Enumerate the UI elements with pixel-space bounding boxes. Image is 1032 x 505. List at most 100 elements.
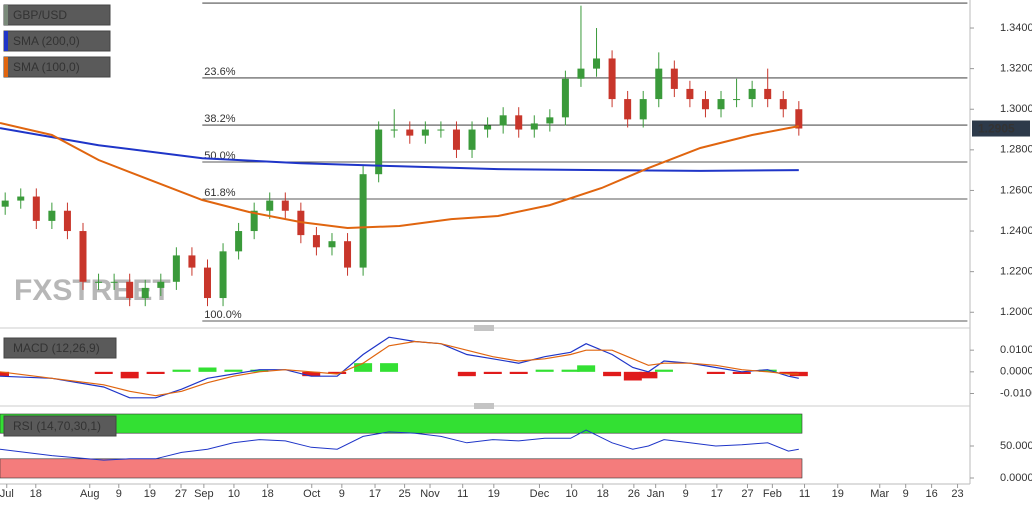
candle-body — [421, 129, 429, 136]
rsi-line — [0, 429, 799, 461]
x-tick-label: 26 — [628, 488, 640, 500]
rsi-zone — [0, 458, 803, 479]
candle-body — [639, 99, 647, 120]
histogram-bar — [732, 371, 751, 374]
fib-label: 0.0% — [204, 0, 229, 3]
candle-body — [748, 88, 756, 100]
histogram-bar — [172, 369, 191, 372]
candle-body — [110, 281, 118, 283]
fib-label: 38.2% — [204, 113, 235, 125]
histogram-bar — [779, 371, 798, 374]
legend-label: RSI (14,70,30,1) — [13, 419, 101, 433]
candle-body — [188, 255, 196, 268]
candle-body — [530, 123, 538, 130]
macd-line — [0, 340, 799, 397]
candle-body — [344, 241, 352, 268]
candle-body — [281, 200, 289, 211]
x-tick-label: 17 — [711, 488, 723, 500]
x-tick-label: Mar — [870, 488, 889, 500]
candle-body — [328, 241, 336, 248]
histogram-bar — [146, 371, 165, 374]
y-tick-label: 1.3200 — [1000, 63, 1032, 75]
histogram-bar — [198, 367, 217, 372]
candle-body — [219, 251, 227, 299]
candle-body — [546, 117, 554, 124]
histogram-bar — [654, 369, 673, 372]
histogram-bar — [94, 371, 113, 374]
candle-body — [484, 125, 492, 130]
candle-body — [452, 129, 460, 150]
histogram-bar — [483, 371, 502, 374]
legend-box — [3, 337, 117, 359]
candle-body — [593, 58, 601, 69]
histogram-bar — [224, 369, 243, 372]
x-tick-label: 19 — [488, 488, 500, 500]
plot — [0, 336, 808, 399]
y-tick-label: 0.0100 — [1000, 344, 1032, 356]
candle-body — [359, 174, 367, 268]
y-tick-label: 0.0000 — [1000, 472, 1032, 484]
candle-body — [686, 88, 694, 100]
legend-label: GBP/USD — [13, 8, 67, 22]
candle-body — [701, 99, 709, 110]
x-tick-label: 11 — [457, 488, 468, 500]
x-tick-label: Feb — [763, 488, 782, 500]
y-tick-label: -0.0100 — [1000, 387, 1032, 399]
histogram-bar — [120, 371, 139, 379]
histogram-bar — [509, 371, 528, 374]
x-tick-label: 9 — [683, 488, 689, 500]
x-tick-label: 18 — [30, 488, 42, 500]
legend-label: SMA (100,0) — [13, 60, 80, 74]
candle-body — [1, 200, 9, 207]
legend-swatch — [4, 31, 8, 51]
x-tick-label: 11 — [799, 488, 810, 500]
histogram-bar — [250, 369, 269, 372]
candle-body — [764, 88, 772, 100]
candle-body — [126, 281, 134, 299]
candle-body — [157, 281, 165, 288]
x-tick-label: 27 — [175, 488, 187, 500]
candle-body — [48, 210, 56, 221]
x-tick-label: Nov — [420, 488, 440, 500]
legend-label: MACD (12,26,9) — [13, 341, 100, 355]
x-tick-label: Dec — [530, 488, 550, 500]
histogram-bar — [302, 371, 321, 377]
y-tick-label: 1.3000 — [1000, 103, 1032, 115]
histogram-bar — [328, 371, 347, 374]
candle-body — [624, 99, 632, 120]
y-tick-label: 50.0000 — [1000, 440, 1032, 452]
x-tick-label: Sep — [194, 488, 214, 500]
candle-body — [561, 78, 569, 118]
x-tick-label: 9 — [903, 488, 909, 500]
rsi-zone — [0, 413, 803, 434]
candle-body — [17, 196, 25, 201]
candle-body — [406, 129, 414, 136]
y-tick-label: 0.0000 — [1000, 366, 1032, 378]
x-tick-label: 10 — [566, 488, 578, 500]
histogram-bar — [354, 363, 373, 372]
plot: FXSTREET0.0%23.6%38.2%50.0%61.8%100.0% — [0, 0, 968, 322]
x-tick-label: 19 — [144, 488, 156, 500]
candle-body — [141, 287, 149, 299]
x-tick-label: Jan — [647, 488, 665, 500]
legend-box — [3, 415, 117, 437]
histogram-bar — [457, 371, 476, 377]
x-tick-label: Jul — [0, 488, 14, 500]
fib-label: 61.8% — [204, 187, 235, 199]
histogram-bar — [639, 371, 658, 379]
last-price-label: 1.2905 — [978, 122, 1015, 136]
plot — [0, 413, 803, 479]
candle-body — [312, 235, 320, 248]
histogram-bar — [380, 363, 399, 372]
histogram-bar — [706, 371, 725, 374]
histogram-bar — [577, 365, 596, 372]
x-tick-label: 16 — [925, 488, 937, 500]
candle-body — [608, 58, 616, 100]
candle-body — [95, 281, 103, 283]
candle-body — [79, 231, 87, 282]
legend-swatch — [4, 57, 8, 77]
fib-label: 23.6% — [204, 66, 235, 78]
candle-body — [779, 99, 787, 110]
y-tick-label: 1.2800 — [1000, 144, 1032, 156]
candle-body — [266, 200, 274, 211]
